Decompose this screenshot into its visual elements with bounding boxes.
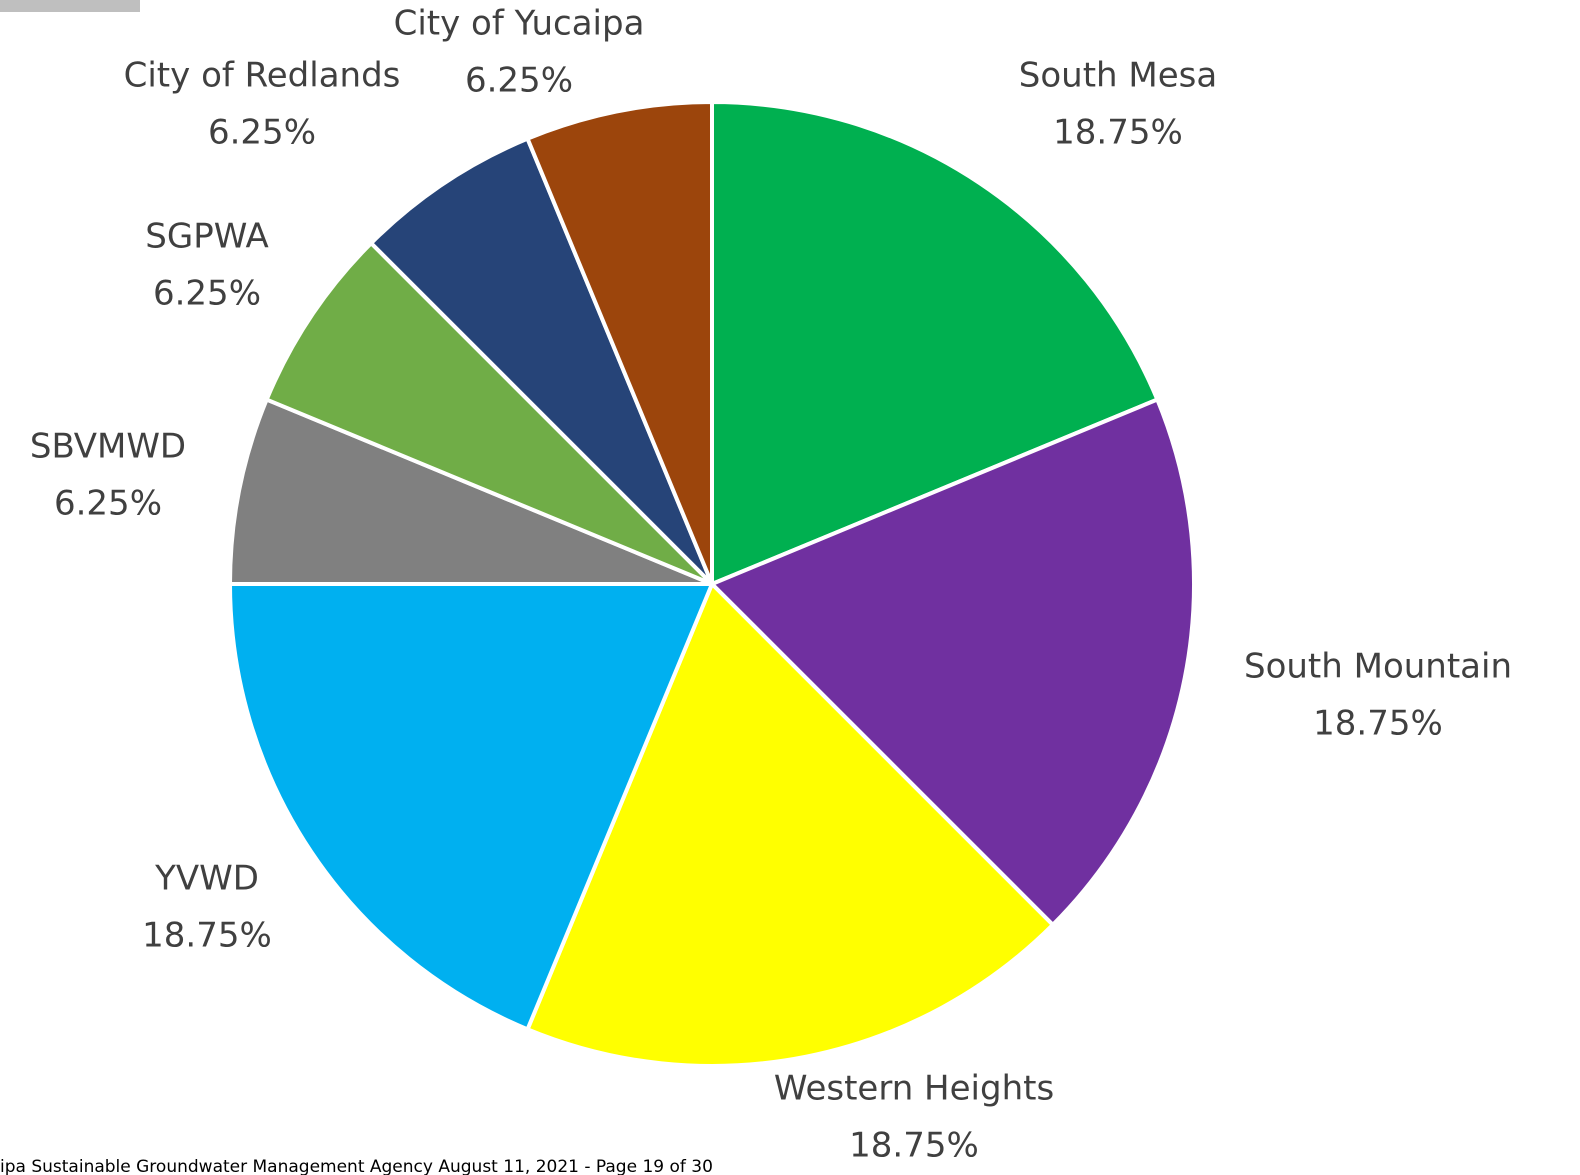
slice-value-label: 18.75% — [1313, 704, 1443, 744]
pie-slice — [524, 580, 1056, 1068]
slice-label: City of Redlands — [124, 56, 401, 96]
slice-value-label: 6.25% — [153, 274, 261, 314]
slice-label: YVWD — [154, 859, 259, 899]
slice-value-label: 18.75% — [1053, 113, 1183, 153]
slice-value-label: 18.75% — [142, 916, 272, 956]
slice-label: South Mesa — [1019, 56, 1217, 96]
pie-slice — [227, 396, 713, 586]
slice-value-label: 6.25% — [54, 484, 162, 524]
pie-slice — [524, 99, 714, 585]
slice-value-label: 6.25% — [208, 113, 316, 153]
slice-value-label: 6.25% — [465, 61, 573, 101]
slice-label: Western Heights — [774, 1069, 1054, 1109]
slice-label: City of Yucaipa — [394, 4, 645, 44]
pie-slice — [264, 240, 714, 586]
slice-value-label: 18.75% — [849, 1126, 979, 1166]
slice-label: SGPWA — [145, 217, 268, 257]
slice-label: SBVMWD — [30, 427, 186, 467]
pie-slice — [368, 136, 714, 586]
header-block — [0, 0, 140, 12]
pie-slice — [227, 582, 715, 1032]
pie-slice — [710, 99, 1160, 587]
slice-label: South Mountain — [1244, 647, 1512, 687]
pie-slice — [708, 396, 1196, 928]
footer: ipa Sustainable Groundwater Management A… — [0, 1157, 713, 1175]
